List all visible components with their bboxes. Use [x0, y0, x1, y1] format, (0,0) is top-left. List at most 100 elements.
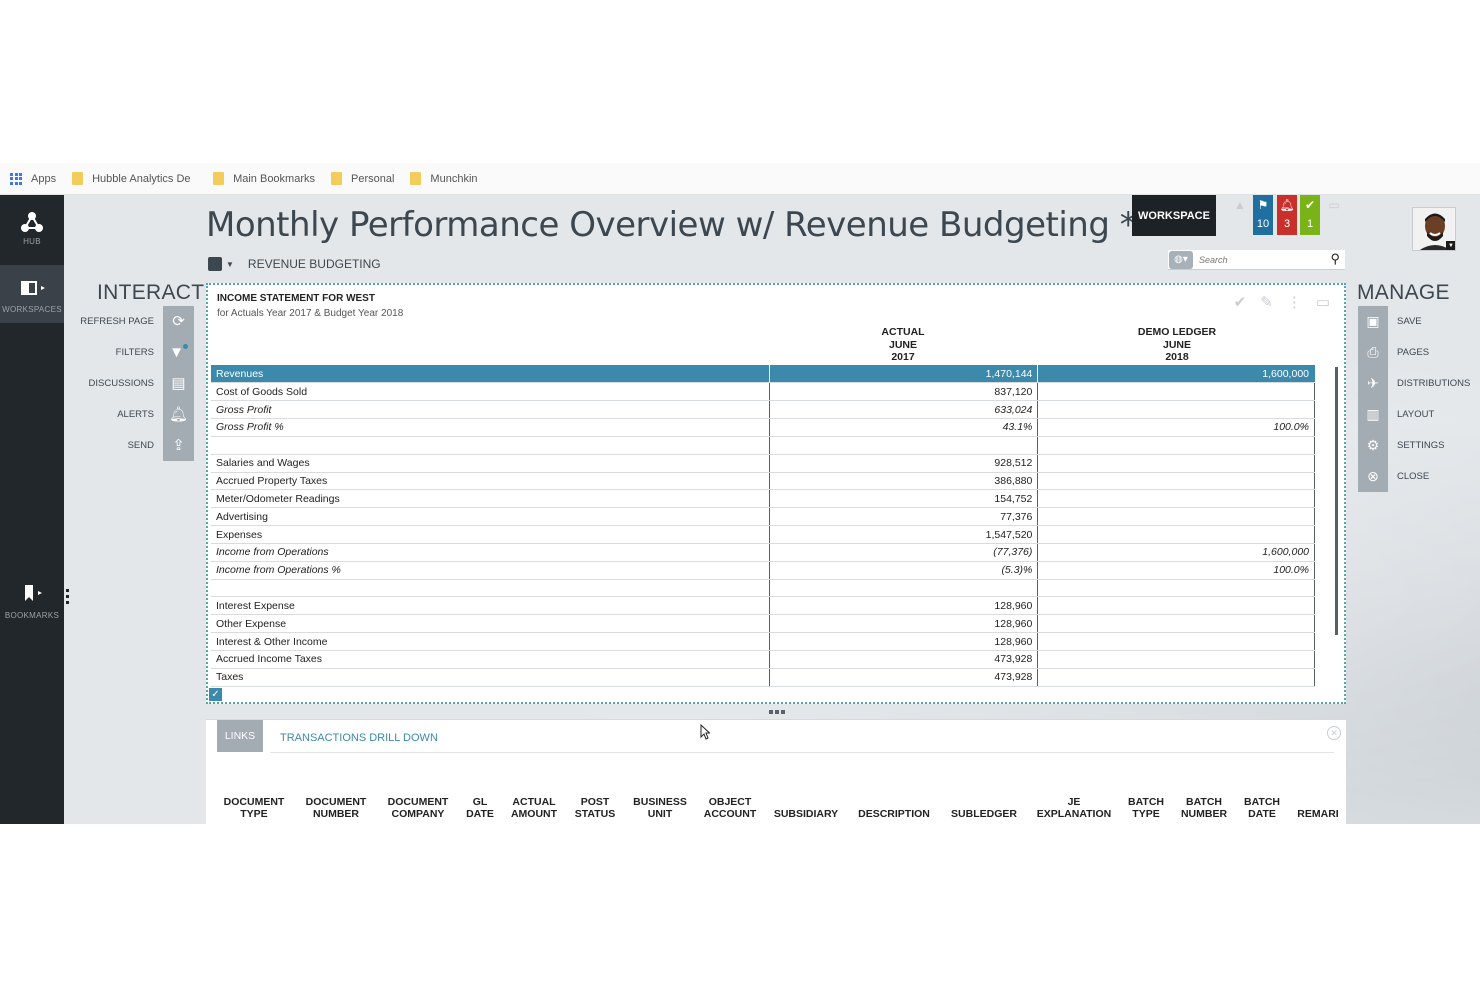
table-row[interactable]: Other Expense 128,960: [211, 614, 1315, 634]
tab-links[interactable]: LINKS: [217, 720, 263, 752]
warning-badge[interactable]: ▲: [1230, 195, 1250, 235]
pages-button[interactable]: ⎙ PAGES: [1358, 336, 1478, 368]
table-row[interactable]: Advertising 77,376: [211, 507, 1315, 527]
column-header-line: GL: [472, 796, 488, 808]
table-row[interactable]: Income from Operations % (5.3)% 100.0%: [211, 561, 1315, 580]
report-title: INCOME STATEMENT FOR WEST: [217, 293, 375, 304]
select-checkbox[interactable]: ✓: [209, 688, 222, 701]
bookmark-apps[interactable]: Apps: [0, 172, 56, 185]
row-label: Accrued Income Taxes: [211, 650, 770, 669]
table-row[interactable]: [211, 579, 1315, 598]
chat-badge[interactable]: ▭: [1324, 195, 1344, 235]
column-header-line: DEMO LEDGER: [1137, 326, 1217, 338]
search-input[interactable]: [1199, 254, 1319, 265]
table-row[interactable]: Cost of Goods Sold 837,120: [211, 382, 1315, 402]
folder-icon: [410, 172, 422, 185]
actual-value: 633,024: [768, 400, 1038, 420]
column-header[interactable]: ACTUAL AMOUNT: [489, 796, 579, 820]
send-button[interactable]: SEND ⇪: [60, 429, 194, 461]
column-header[interactable]: JE EXPLANATION: [1029, 796, 1119, 820]
table-row[interactable]: Interest Expense 128,960: [211, 596, 1315, 616]
table-row[interactable]: Accrued Income Taxes 473,928: [211, 650, 1315, 669]
table-row[interactable]: Gross Profit % 43.1% 100.0%: [211, 418, 1315, 437]
actual-value: 473,928: [768, 668, 1038, 687]
refresh-page-button[interactable]: REFRESH PAGE ⟳: [60, 305, 194, 337]
row-label: Revenues: [211, 365, 770, 384]
avatar-menu-icon[interactable]: ▼: [1446, 241, 1455, 250]
discussions-button[interactable]: DISCUSSIONS ▤: [60, 367, 194, 399]
column-header-line: BATCH: [1186, 796, 1222, 808]
save-icon: ▣: [1358, 305, 1388, 337]
globe-icon[interactable]: ◍▾: [1169, 250, 1193, 269]
nav-hub[interactable]: HUB: [0, 209, 64, 246]
column-header[interactable]: SUBLEDGER: [939, 796, 1029, 820]
column-header-line: TYPE: [1132, 808, 1160, 820]
filter-icon: ▼: [163, 336, 194, 368]
close-icon[interactable]: ✕: [1327, 726, 1341, 740]
table-row[interactable]: Accrued Property Taxes 386,880: [211, 472, 1315, 491]
table-row[interactable]: Income from Operations (77,376) 1,600,000: [211, 543, 1315, 562]
alerts-button[interactable]: ALERTS 🔔︎: [60, 398, 194, 430]
check-badge[interactable]: ✔ 1: [1300, 195, 1320, 235]
nav-resize-handle[interactable]: [66, 589, 70, 607]
table-row[interactable]: Meter/Odometer Readings 154,752: [211, 489, 1315, 509]
column-header[interactable]: DOCUMENT NUMBER: [291, 796, 381, 820]
bookmark-munchkin[interactable]: Munchkin: [410, 172, 478, 185]
bookmark-personal[interactable]: Personal: [331, 172, 394, 185]
nav-workspaces[interactable]: WORKSPACES: [0, 265, 64, 323]
column-header-budget: DEMO LEDGER JUNE 2018: [1102, 326, 1252, 364]
table-row[interactable]: Gross Profit 633,024: [211, 400, 1315, 420]
close-button[interactable]: ⊗ CLOSE: [1358, 460, 1478, 492]
column-header[interactable]: DESCRIPTION: [849, 796, 939, 820]
save-button[interactable]: ▣ SAVE: [1358, 305, 1478, 337]
report-subtitle: for Actuals Year 2017 & Budget Year 2018: [217, 308, 404, 319]
drilldown-panel: LINKS TRANSACTIONS DRILL DOWN ✕ DOCUMENT…: [206, 719, 1346, 824]
filters-button[interactable]: FILTERS ▼: [60, 336, 194, 368]
column-header-line: BATCH: [1244, 796, 1280, 808]
column-header[interactable]: DOCUMENT COMPANY: [373, 796, 463, 820]
avatar[interactable]: ▼: [1412, 207, 1456, 251]
bookmark-hubble[interactable]: Hubble Analytics De: [72, 172, 197, 185]
column-header[interactable]: SUBSIDIARY: [761, 796, 851, 820]
edit-icon[interactable]: ✎: [1260, 294, 1273, 311]
column-header[interactable]: BATCH TYPE: [1101, 796, 1191, 820]
nav-bookmarks[interactable]: BOOKMARKS: [0, 583, 64, 620]
column-header[interactable]: GL DATE: [435, 796, 525, 820]
column-header[interactable]: DOCUMENT TYPE: [209, 796, 299, 820]
bookmark-main[interactable]: Main Bookmarks: [213, 172, 315, 185]
manage-heading: MANAGE: [1357, 281, 1450, 304]
actual-value: 77,376: [768, 507, 1038, 527]
check-icon[interactable]: ✔: [1233, 294, 1247, 311]
vertical-scrollbar[interactable]: [1335, 367, 1338, 635]
column-header[interactable]: BUSINESS UNIT: [615, 796, 705, 820]
more-icon[interactable]: ⋮: [1286, 294, 1302, 311]
bell-badge[interactable]: 🔔︎ 3: [1277, 195, 1297, 235]
table-row[interactable]: Taxes 473,928: [211, 668, 1315, 687]
layout-button[interactable]: ▥ LAYOUT: [1358, 398, 1478, 430]
table-row[interactable]: Interest & Other Income 128,960: [211, 632, 1315, 651]
column-header-line: STATUS: [574, 808, 616, 820]
column-header[interactable]: BATCH DATE: [1217, 796, 1307, 820]
column-header-line: DOCUMENT: [387, 796, 449, 808]
column-header[interactable]: REMARI: [1273, 796, 1363, 820]
discussions-label: DISCUSSIONS: [88, 377, 154, 389]
search-icon[interactable]: ⚲: [1330, 251, 1340, 266]
document-selector[interactable]: ▼ REVENUE BUDGETING: [208, 257, 381, 271]
column-header[interactable]: BATCH NUMBER: [1159, 796, 1249, 820]
flag-badge[interactable]: ⚑ 10: [1253, 195, 1273, 235]
workspace-button[interactable]: WORKSPACE: [1132, 195, 1216, 236]
column-header[interactable]: POST STATUS: [550, 796, 640, 820]
table-row[interactable]: [211, 436, 1315, 455]
panel-splitter-handle[interactable]: [769, 710, 785, 714]
bookmark-icon: [25, 585, 42, 601]
settings-button[interactable]: ⚙ SETTINGS: [1358, 429, 1478, 461]
column-header-line: DESCRIPTION: [858, 808, 930, 820]
table-row[interactable]: Expenses 1,547,520: [211, 525, 1315, 544]
table-row[interactable]: Salaries and Wages 928,512: [211, 454, 1315, 473]
distributions-button[interactable]: ✈ DISTRIBUTIONS: [1358, 367, 1478, 399]
expand-icon[interactable]: ▭: [1315, 294, 1330, 311]
tab-transactions-drill-down[interactable]: TRANSACTIONS DRILL DOWN: [280, 732, 438, 744]
column-header[interactable]: OBJECT ACCOUNT: [685, 796, 775, 820]
table-row[interactable]: Revenues 1,470,144 1,600,000: [211, 365, 1315, 384]
distribution-icon: ✈: [1358, 367, 1388, 399]
